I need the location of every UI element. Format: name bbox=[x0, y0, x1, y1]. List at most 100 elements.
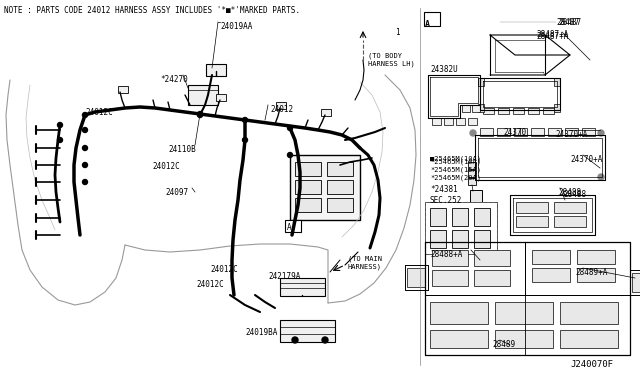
Circle shape bbox=[83, 145, 88, 151]
Bar bbox=[474, 250, 510, 266]
Text: SEC.252: SEC.252 bbox=[430, 196, 462, 205]
Text: HARNESS LH): HARNESS LH) bbox=[368, 60, 415, 67]
Text: NOTE : PARTS CODE 24012 HARNESS ASSY INCLUDES '*■*'MARKED PARTS.: NOTE : PARTS CODE 24012 HARNESS ASSY INC… bbox=[4, 6, 300, 15]
Bar bbox=[425, 202, 497, 254]
Bar bbox=[582, 128, 595, 136]
Circle shape bbox=[83, 112, 88, 118]
Bar bbox=[430, 230, 446, 248]
Bar bbox=[577, 268, 615, 282]
Text: J240070F: J240070F bbox=[570, 360, 613, 369]
Bar bbox=[425, 202, 497, 254]
Bar bbox=[497, 128, 510, 136]
Text: 28489: 28489 bbox=[492, 340, 515, 349]
Circle shape bbox=[287, 125, 292, 131]
Bar bbox=[531, 128, 544, 136]
Bar bbox=[295, 198, 321, 212]
Text: (TO MAIN: (TO MAIN bbox=[348, 255, 382, 262]
Bar bbox=[468, 162, 476, 169]
Circle shape bbox=[598, 174, 604, 180]
Bar bbox=[474, 230, 490, 248]
Bar bbox=[513, 108, 524, 114]
Bar bbox=[424, 12, 440, 26]
Bar bbox=[495, 302, 553, 324]
Bar bbox=[456, 118, 465, 125]
Circle shape bbox=[198, 112, 202, 118]
Bar bbox=[462, 105, 470, 112]
Bar bbox=[554, 78, 560, 86]
Bar bbox=[498, 108, 509, 114]
Bar bbox=[554, 104, 560, 112]
Text: 24019BA: 24019BA bbox=[245, 328, 277, 337]
Text: 24012: 24012 bbox=[270, 105, 293, 114]
Text: 28489+A: 28489+A bbox=[575, 268, 607, 277]
Bar bbox=[452, 230, 468, 248]
Text: 1: 1 bbox=[395, 28, 399, 37]
Circle shape bbox=[598, 130, 604, 136]
Bar bbox=[407, 268, 425, 287]
Bar bbox=[560, 330, 618, 348]
Text: 24097: 24097 bbox=[165, 188, 188, 197]
Text: 24382U: 24382U bbox=[430, 65, 458, 74]
Bar bbox=[280, 278, 325, 296]
Bar bbox=[295, 162, 321, 176]
Circle shape bbox=[58, 138, 63, 142]
Bar bbox=[554, 216, 586, 227]
Bar bbox=[548, 128, 561, 136]
Circle shape bbox=[322, 337, 328, 343]
Bar bbox=[554, 202, 586, 213]
Text: *25465M(10A): *25465M(10A) bbox=[430, 158, 481, 164]
Bar bbox=[321, 109, 331, 116]
Bar bbox=[290, 155, 360, 220]
Circle shape bbox=[83, 180, 88, 185]
Text: 28487: 28487 bbox=[556, 18, 579, 27]
Bar bbox=[206, 64, 226, 76]
Bar bbox=[632, 273, 640, 292]
Text: A: A bbox=[425, 20, 430, 29]
Text: 28487+A: 28487+A bbox=[536, 30, 568, 39]
Bar bbox=[474, 208, 490, 226]
Bar bbox=[327, 180, 353, 194]
Text: 28488: 28488 bbox=[563, 190, 586, 199]
Bar bbox=[577, 250, 615, 264]
Text: 24110B: 24110B bbox=[168, 145, 196, 154]
Bar bbox=[188, 85, 218, 105]
Bar bbox=[478, 78, 484, 86]
Circle shape bbox=[58, 122, 63, 128]
Bar bbox=[468, 118, 477, 125]
Circle shape bbox=[292, 337, 298, 343]
Bar bbox=[495, 330, 553, 348]
Text: *24270: *24270 bbox=[160, 75, 188, 84]
Text: ■25465M(10A): ■25465M(10A) bbox=[430, 155, 481, 161]
Bar bbox=[285, 220, 301, 232]
Text: A: A bbox=[287, 222, 292, 231]
Bar bbox=[514, 128, 527, 136]
Text: *24381: *24381 bbox=[430, 185, 458, 194]
Bar bbox=[216, 94, 226, 101]
Text: 24012C: 24012C bbox=[196, 280, 224, 289]
Bar bbox=[516, 216, 548, 227]
Bar bbox=[470, 190, 482, 202]
Bar bbox=[532, 250, 570, 264]
Bar bbox=[430, 330, 488, 348]
Bar bbox=[532, 268, 570, 282]
Bar bbox=[528, 108, 539, 114]
Bar bbox=[327, 162, 353, 176]
Text: 242179A: 242179A bbox=[268, 272, 300, 281]
Bar bbox=[483, 108, 494, 114]
Bar bbox=[430, 208, 446, 226]
Text: 24370+A: 24370+A bbox=[555, 130, 588, 139]
Bar bbox=[480, 128, 493, 136]
Text: 24012C: 24012C bbox=[152, 162, 180, 171]
Bar bbox=[276, 102, 286, 109]
Bar bbox=[565, 128, 578, 136]
Circle shape bbox=[83, 163, 88, 167]
Circle shape bbox=[243, 118, 248, 122]
Text: 24012C: 24012C bbox=[85, 108, 113, 117]
Bar bbox=[452, 208, 468, 226]
Text: 24370: 24370 bbox=[503, 128, 526, 137]
Bar bbox=[474, 270, 510, 286]
Bar bbox=[432, 270, 468, 286]
Text: 28488: 28488 bbox=[558, 188, 581, 197]
Bar bbox=[478, 104, 484, 112]
Text: HARNESS): HARNESS) bbox=[348, 263, 382, 269]
